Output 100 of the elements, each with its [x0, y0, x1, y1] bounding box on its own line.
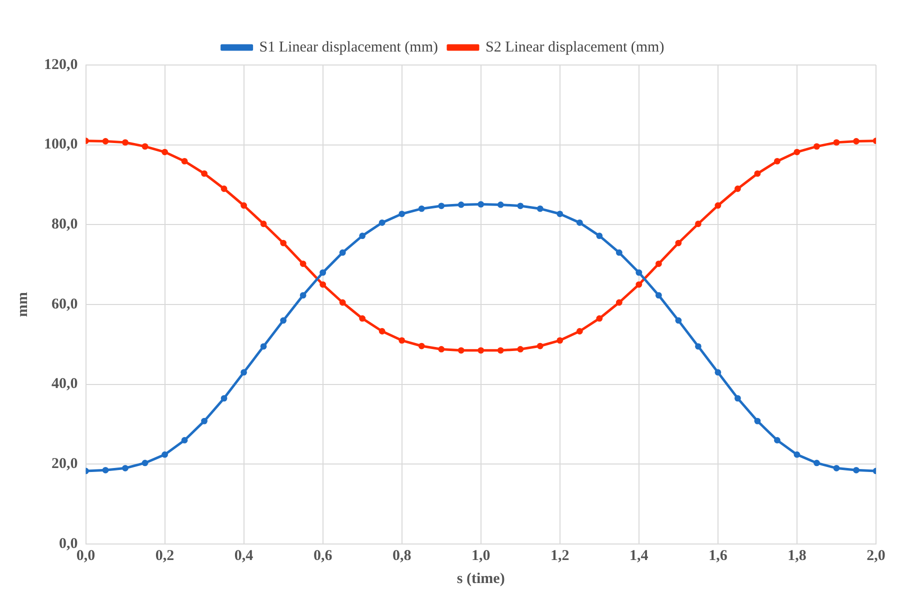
point	[102, 138, 109, 144]
point	[280, 240, 287, 246]
x-tick-label: 1,6	[708, 548, 728, 564]
point	[260, 220, 267, 228]
point	[438, 202, 445, 210]
point	[398, 337, 406, 344]
point	[655, 260, 662, 267]
point	[576, 219, 583, 226]
point	[734, 186, 741, 192]
point	[497, 347, 504, 354]
point	[833, 464, 840, 472]
legend-label: S1 Linear displacement (mm)	[259, 39, 438, 56]
x-tick-label: 1,8	[788, 548, 806, 564]
point	[162, 451, 168, 458]
point	[378, 219, 386, 226]
y-tick-label: 120,0	[44, 56, 78, 73]
point	[694, 220, 702, 228]
point	[359, 232, 366, 240]
x-tick-label: 2,0	[866, 548, 886, 564]
point	[478, 201, 484, 208]
point	[102, 466, 109, 474]
x-tick-label: 1,0	[472, 548, 490, 564]
x-tick-label: 0,0	[76, 548, 96, 564]
point	[576, 328, 583, 334]
point	[636, 281, 642, 288]
point	[774, 437, 780, 444]
x-axis-title: s (time)	[456, 570, 505, 587]
point	[517, 346, 524, 352]
point	[201, 418, 208, 424]
point	[536, 206, 544, 212]
point	[438, 346, 445, 352]
point	[220, 186, 228, 192]
point	[378, 328, 386, 334]
point	[458, 202, 464, 208]
point	[694, 343, 702, 350]
point	[339, 249, 346, 256]
point	[655, 292, 662, 299]
point	[675, 317, 682, 324]
x-tick-label: 0,6	[313, 548, 333, 564]
point	[478, 347, 484, 354]
point	[320, 281, 326, 288]
point	[458, 347, 464, 354]
point	[596, 315, 603, 322]
point	[181, 437, 188, 444]
point	[853, 466, 860, 474]
y-tick-label: 80,0	[52, 216, 78, 233]
point	[300, 292, 306, 299]
point	[162, 148, 168, 156]
point	[556, 337, 564, 344]
point	[359, 315, 366, 322]
point	[616, 299, 622, 306]
point	[280, 317, 287, 324]
point	[201, 170, 208, 177]
point	[814, 143, 820, 150]
point	[596, 232, 603, 240]
x-tick-label: 0,2	[155, 548, 174, 564]
point	[339, 299, 346, 306]
point	[636, 269, 642, 276]
point	[517, 202, 524, 210]
point	[260, 343, 267, 350]
point	[181, 158, 188, 164]
y-tick-label: 100,0	[44, 136, 78, 153]
y-tick-label: 20,0	[52, 456, 78, 472]
point	[142, 143, 148, 150]
point	[240, 369, 247, 376]
point	[734, 395, 741, 402]
x-tick-label: 1,2	[550, 548, 570, 564]
point	[853, 138, 860, 144]
point	[794, 451, 800, 458]
point	[754, 170, 761, 177]
x-tick-label: 0,8	[392, 548, 412, 564]
point	[536, 342, 544, 350]
point	[556, 210, 564, 218]
point	[320, 269, 326, 276]
point	[794, 148, 800, 156]
point	[714, 202, 722, 209]
point	[300, 260, 306, 267]
point	[398, 210, 406, 218]
legend-label: S2 Linear displacement (mm)	[486, 39, 664, 56]
point	[122, 139, 128, 146]
point	[220, 395, 228, 402]
point	[497, 202, 504, 208]
point	[142, 460, 148, 466]
point	[616, 249, 622, 256]
point	[675, 240, 682, 246]
point	[814, 460, 820, 466]
point	[833, 139, 840, 146]
x-tick-label: 0,4	[234, 548, 254, 564]
y-tick-label: 0,0	[59, 536, 78, 552]
point	[714, 369, 722, 376]
point	[240, 202, 247, 209]
y-tick-label: 40,0	[52, 376, 78, 392]
point	[418, 342, 425, 350]
y-tick-label: 60,0	[52, 296, 78, 312]
point	[122, 464, 128, 472]
point	[418, 206, 425, 212]
x-tick-label: 1,4	[630, 548, 649, 564]
y-axis-title: mm	[14, 292, 31, 317]
point	[774, 158, 780, 164]
point	[754, 418, 761, 424]
